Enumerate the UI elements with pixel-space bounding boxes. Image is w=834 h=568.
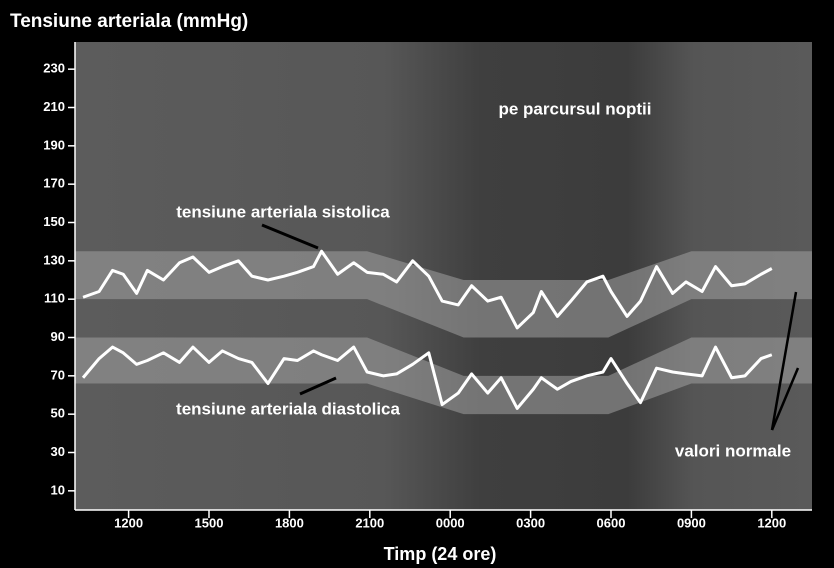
pointers xyxy=(261,223,337,396)
x-tick-label: 1200 xyxy=(114,515,143,530)
y-tick-label: 130 xyxy=(43,252,65,267)
x-tick-label: 0300 xyxy=(516,515,545,530)
x-tick-label: 0000 xyxy=(436,515,465,530)
series-label: tensiune arteriala diastolica xyxy=(176,399,400,418)
y-tick-label: 70 xyxy=(51,367,65,382)
y-tick-label: 210 xyxy=(43,99,65,114)
y-tick-label: 230 xyxy=(43,61,65,76)
y-tick-label: 90 xyxy=(51,329,65,344)
chart-title: Tensiune arteriala (mmHg) xyxy=(10,11,248,32)
x-tick-label: 2100 xyxy=(355,515,384,530)
normal-range xyxy=(75,337,812,415)
pointer xyxy=(770,367,800,431)
series-line xyxy=(81,345,773,410)
x-tick-label: 1800 xyxy=(275,515,304,530)
pointer xyxy=(770,291,798,431)
series-line xyxy=(82,249,773,330)
pointer xyxy=(299,376,337,396)
y-tick-label: 170 xyxy=(43,176,65,191)
x-tick-label: 0600 xyxy=(597,515,626,530)
night-annotation: pe parcursul noptii xyxy=(498,99,651,118)
y-tick-label: 50 xyxy=(51,406,65,421)
pointer xyxy=(261,223,319,250)
x-tick-label: 1200 xyxy=(757,515,786,530)
pointers xyxy=(770,291,800,431)
x-axis-label: Timp (24 ore) xyxy=(384,544,497,564)
x-tick-label: 0900 xyxy=(677,515,706,530)
y-tick-label: 150 xyxy=(43,214,65,229)
x-tick-label: 1500 xyxy=(195,515,224,530)
normal-annotation: valori normale xyxy=(675,441,791,460)
y-tick-label: 10 xyxy=(51,482,65,497)
y-tick-label: 110 xyxy=(44,291,65,306)
series-label: tensiune arteriala sistolica xyxy=(176,202,390,221)
y-tick-label: 30 xyxy=(51,444,65,459)
y-tick-label: 190 xyxy=(43,137,65,152)
